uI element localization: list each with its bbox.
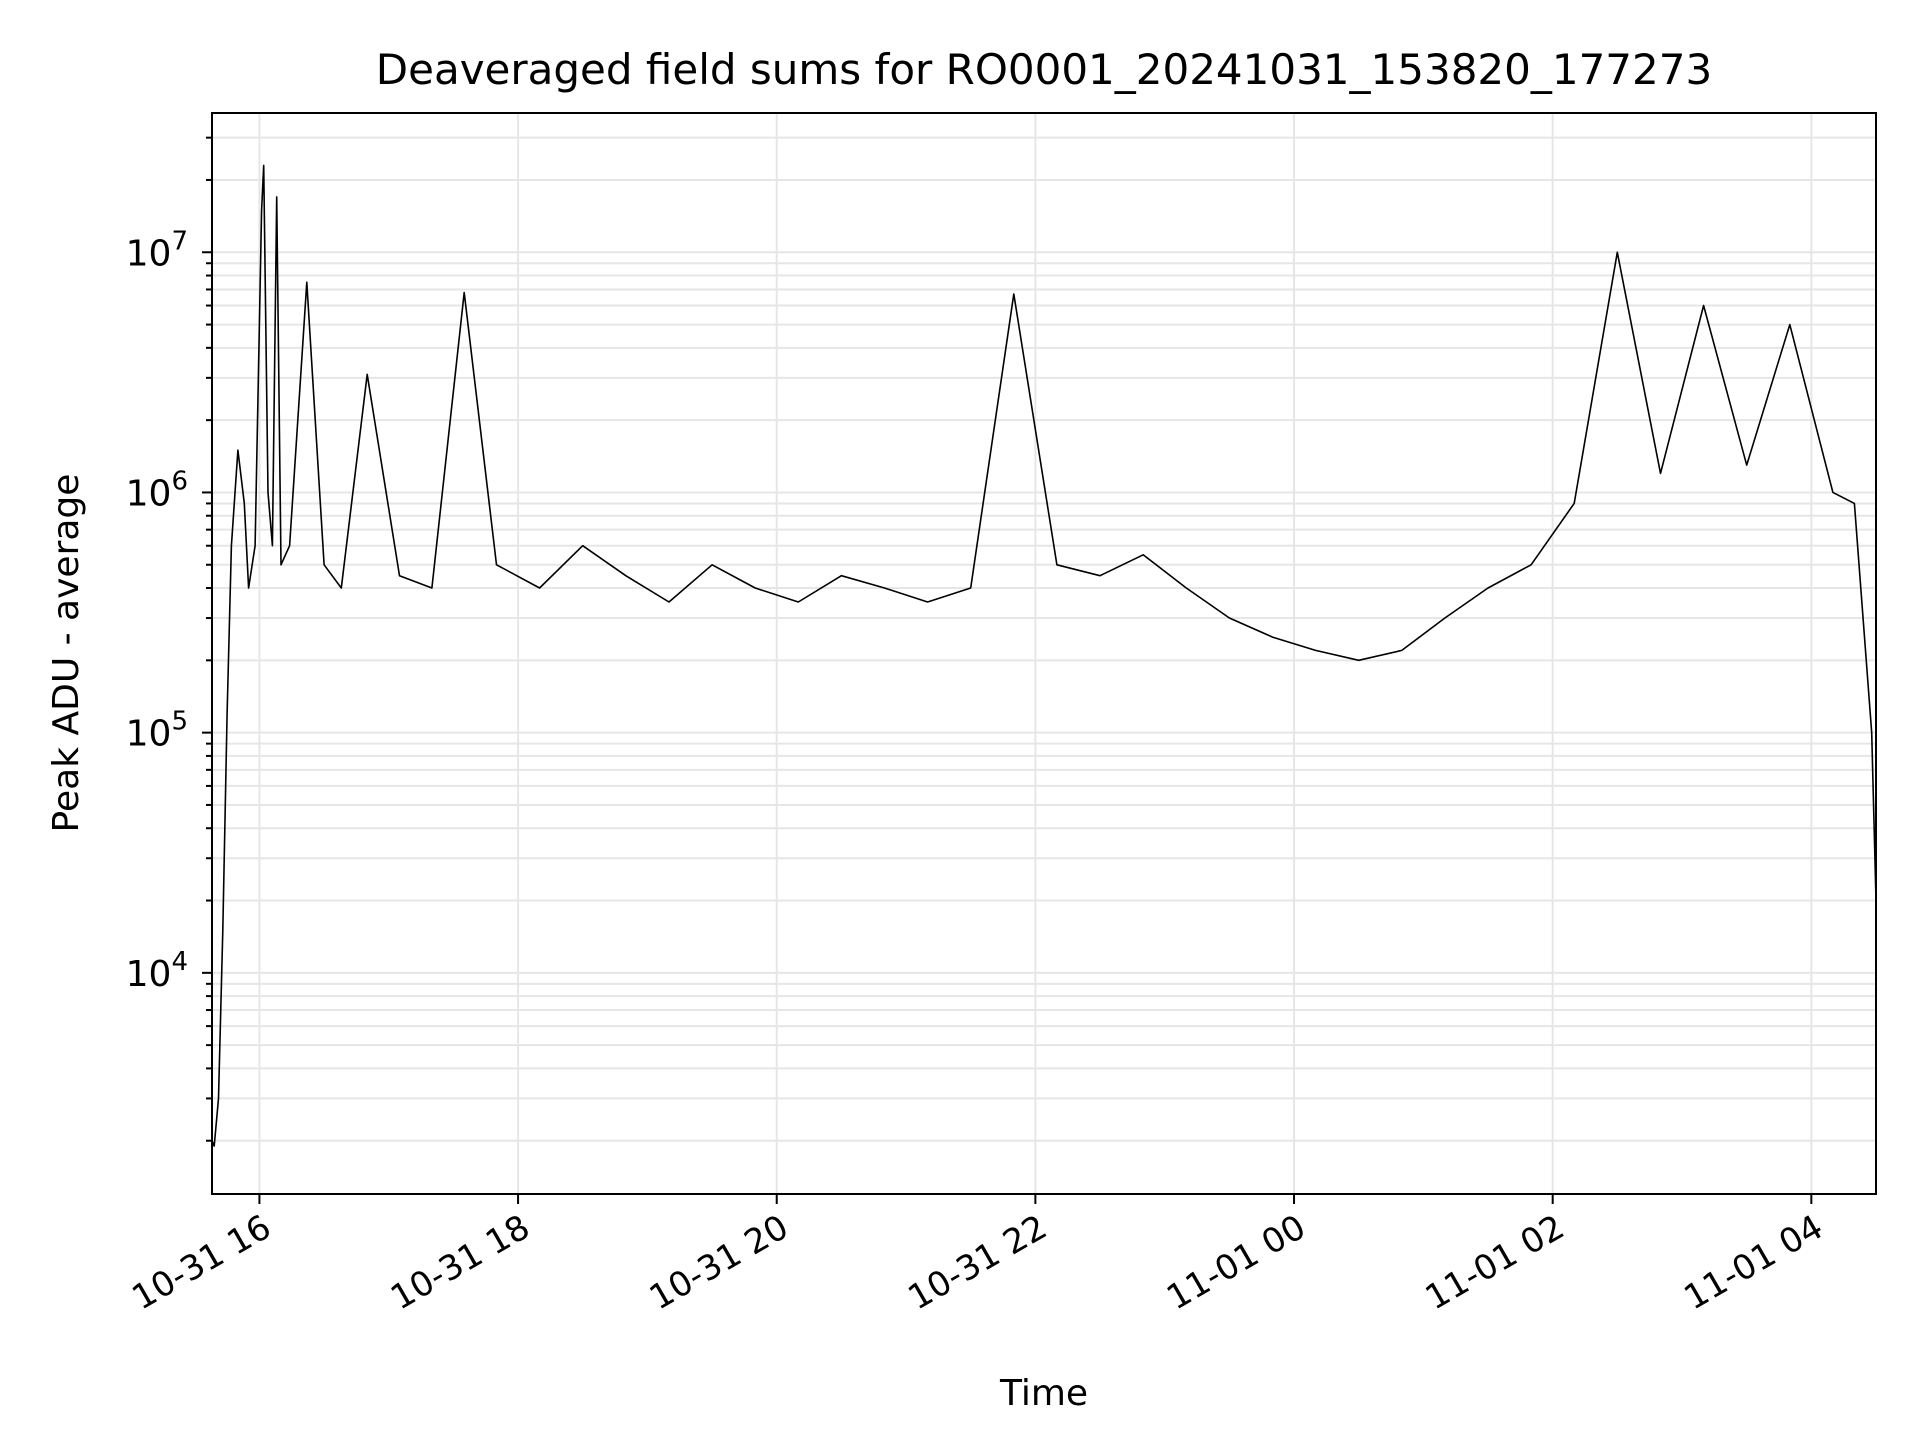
chart-title: Deaveraged field sums for RO0001_2024103… xyxy=(376,45,1712,94)
data-line xyxy=(211,164,1877,1147)
y-tick-exponent: 4 xyxy=(171,947,188,977)
y-tick-label: 104 xyxy=(126,947,188,995)
y-tick-base: 10 xyxy=(126,954,172,995)
y-tick-exponent: 7 xyxy=(171,226,188,256)
y-tick-base: 10 xyxy=(126,473,172,514)
y-tick-label: 107 xyxy=(126,226,188,274)
data-line-group xyxy=(211,164,1877,1147)
y-tick-exponent: 6 xyxy=(171,466,188,496)
y-tick-label: 105 xyxy=(126,707,188,755)
x-axis-label: Time xyxy=(999,1373,1088,1414)
grid xyxy=(212,113,1876,1194)
y-tick-label: 106 xyxy=(126,466,188,514)
y-tick-exponent: 5 xyxy=(171,707,188,737)
y-tick-base: 10 xyxy=(126,233,172,274)
plot-frame xyxy=(211,112,1877,1195)
y-axis-label: Peak ADU - average xyxy=(46,474,87,833)
y-tick-base: 10 xyxy=(126,714,172,755)
